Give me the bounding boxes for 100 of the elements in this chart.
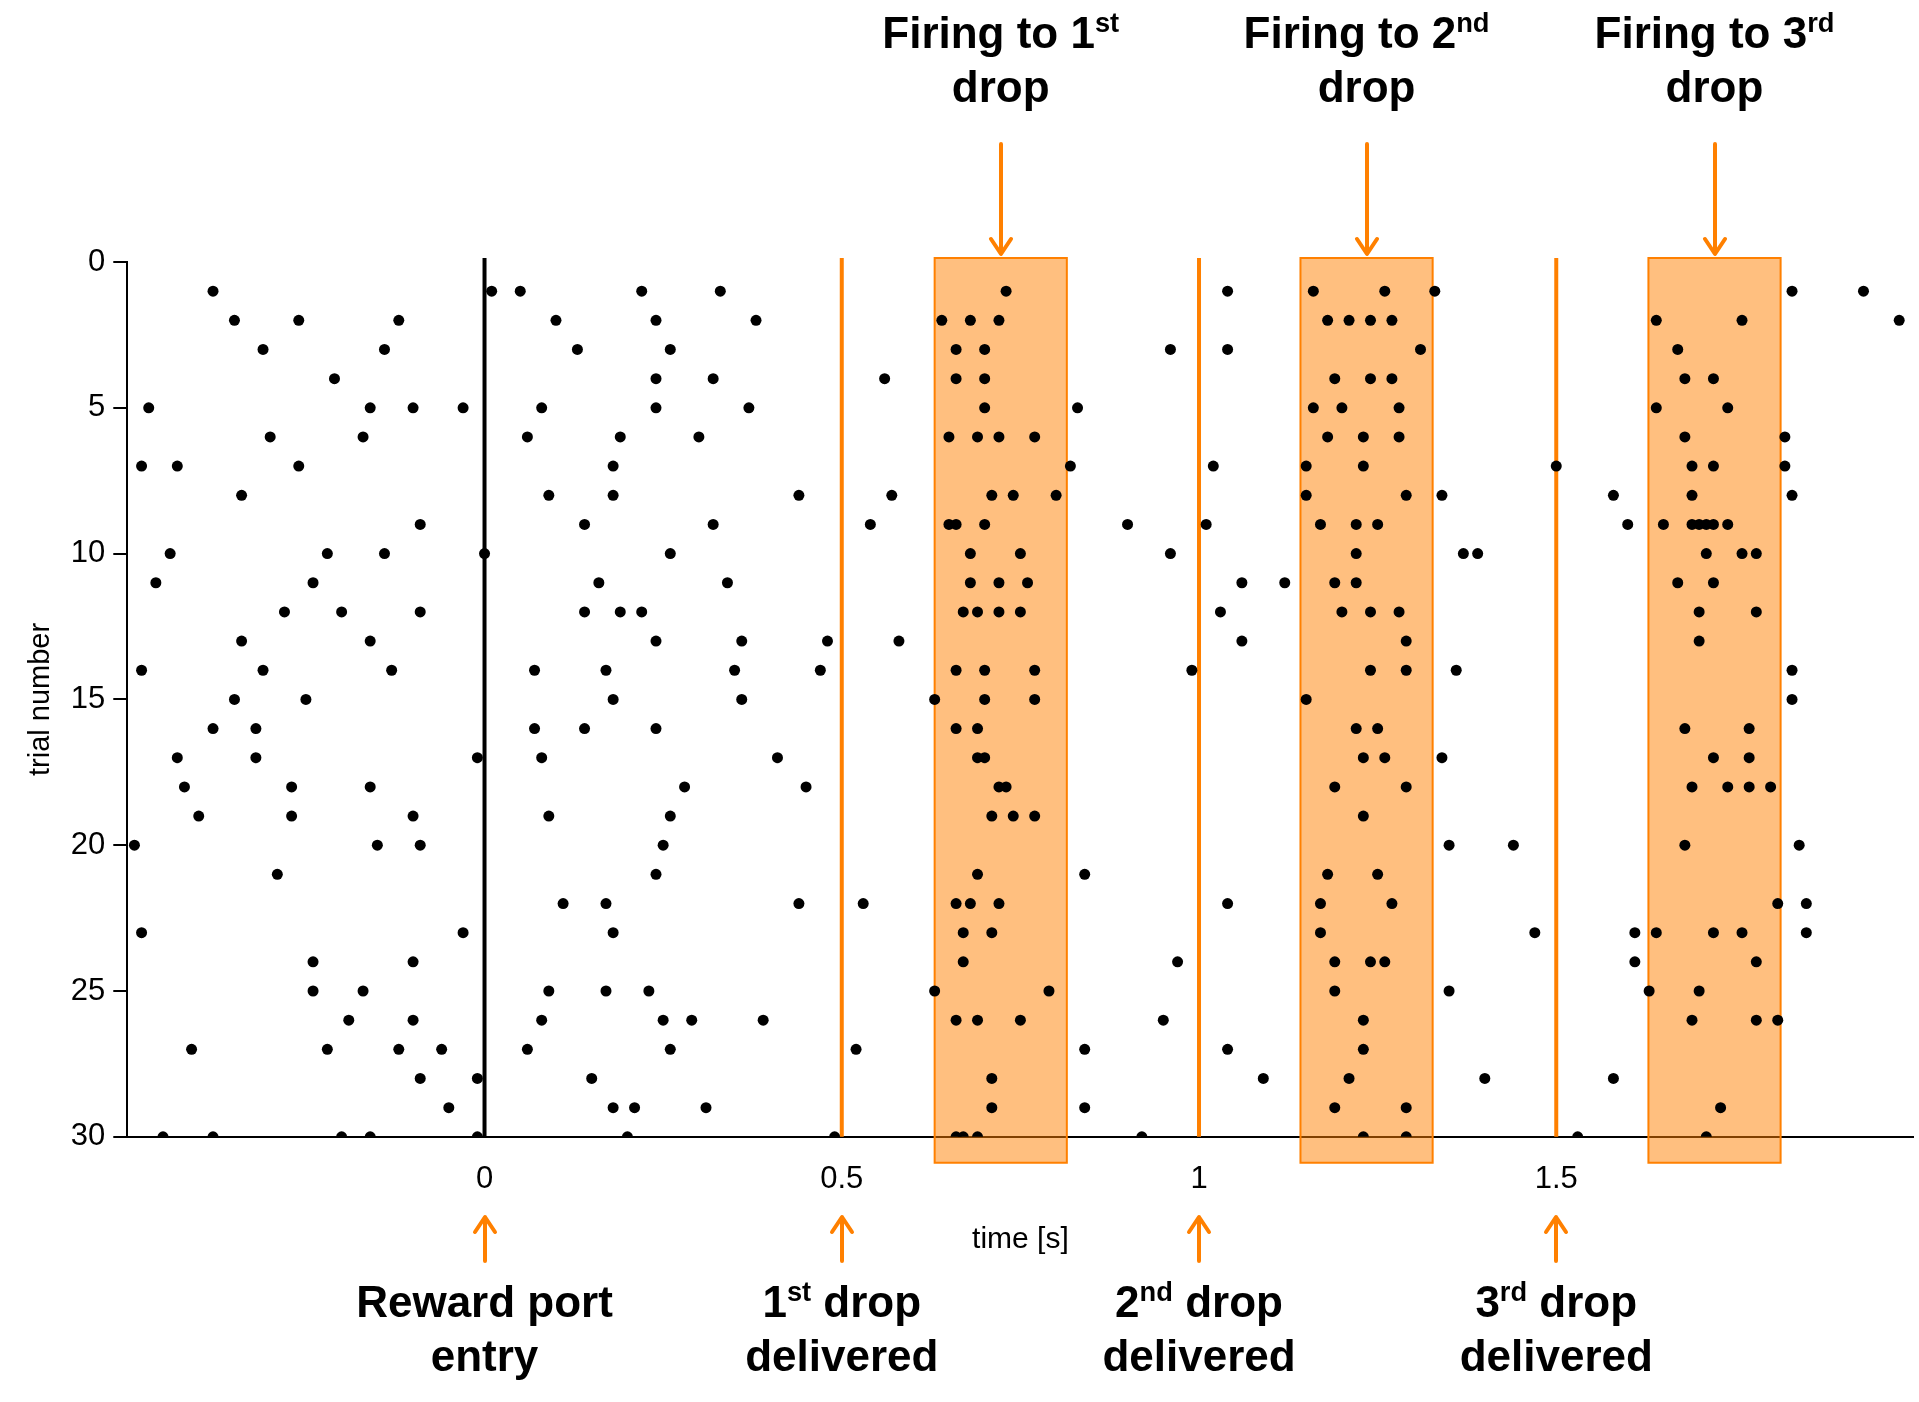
point	[1715, 1102, 1727, 1114]
point	[600, 985, 612, 997]
point	[950, 723, 962, 735]
point	[736, 693, 748, 705]
point	[579, 723, 591, 735]
point	[1386, 898, 1398, 910]
point	[1700, 548, 1712, 560]
point	[664, 548, 676, 560]
point	[1014, 548, 1026, 560]
point	[986, 810, 998, 822]
point	[729, 664, 741, 676]
point	[1350, 548, 1362, 560]
point	[614, 431, 626, 443]
point	[1329, 985, 1341, 997]
point	[1079, 868, 1091, 880]
point	[964, 577, 976, 589]
point	[1279, 577, 1291, 589]
point	[364, 635, 376, 647]
point	[986, 927, 998, 939]
point	[979, 343, 991, 355]
point	[679, 781, 691, 793]
point	[1386, 314, 1398, 326]
point	[950, 898, 962, 910]
point	[1236, 577, 1248, 589]
y-tick-label: 10	[70, 534, 106, 570]
point	[536, 1014, 548, 1026]
point	[1857, 285, 1869, 297]
point	[700, 1102, 712, 1114]
point	[1393, 606, 1405, 618]
point	[1307, 402, 1319, 414]
point	[950, 373, 962, 385]
point	[379, 548, 390, 560]
point	[1222, 1043, 1234, 1055]
point	[1607, 489, 1619, 501]
point	[178, 781, 190, 793]
point	[1300, 489, 1312, 501]
point	[407, 1014, 419, 1026]
point	[636, 606, 648, 618]
point	[1750, 956, 1762, 968]
point	[236, 489, 248, 501]
point	[1622, 518, 1634, 530]
point	[271, 868, 283, 880]
point	[1236, 635, 1248, 647]
point	[1343, 314, 1355, 326]
point	[1679, 839, 1691, 851]
point	[607, 460, 619, 472]
point	[986, 1102, 998, 1114]
point	[1743, 752, 1755, 764]
point	[650, 868, 662, 880]
point	[1322, 868, 1334, 880]
point	[321, 548, 333, 560]
point	[972, 1014, 984, 1026]
point	[307, 956, 319, 968]
point	[636, 285, 648, 297]
y-tick-label: 20	[70, 825, 106, 861]
point	[1893, 314, 1905, 326]
point	[1393, 402, 1405, 414]
point	[300, 693, 312, 705]
point	[1650, 314, 1662, 326]
point	[1736, 314, 1748, 326]
point	[479, 548, 491, 560]
point	[1550, 460, 1562, 472]
point	[1707, 577, 1719, 589]
point	[986, 1072, 998, 1084]
point	[650, 723, 662, 735]
point	[1629, 927, 1641, 939]
point	[972, 868, 984, 880]
point	[1322, 314, 1334, 326]
point	[936, 314, 948, 326]
point	[1029, 810, 1041, 822]
point	[1000, 285, 1012, 297]
point	[743, 402, 755, 414]
point	[1164, 343, 1176, 355]
point	[593, 577, 605, 589]
point	[1329, 781, 1341, 793]
point	[650, 635, 662, 647]
point	[957, 956, 969, 968]
point	[657, 1014, 669, 1026]
point	[1043, 985, 1055, 997]
point	[286, 781, 298, 793]
point	[736, 635, 748, 647]
point	[1072, 402, 1084, 414]
point	[1686, 489, 1698, 501]
x-tick-label: 0	[475, 1159, 494, 1195]
point	[1336, 402, 1348, 414]
point	[1800, 927, 1812, 939]
point	[357, 985, 369, 997]
point	[414, 1072, 426, 1084]
point	[1300, 693, 1312, 705]
point	[250, 752, 262, 764]
point	[457, 927, 469, 939]
point	[707, 373, 719, 385]
point	[1786, 489, 1798, 501]
y-tick-label: 25	[70, 971, 106, 1007]
point	[714, 285, 726, 297]
point	[1314, 927, 1326, 939]
point	[993, 431, 1005, 443]
text: Firing to 2$^{nd}$ drop	[1243, 7, 1490, 111]
point	[1329, 1102, 1341, 1114]
point	[236, 635, 248, 647]
